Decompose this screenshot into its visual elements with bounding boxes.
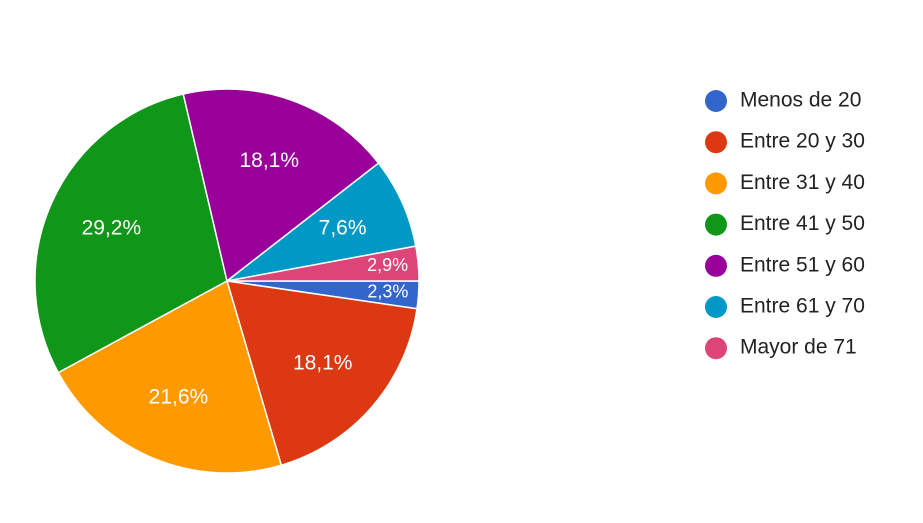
value-label: 21,6% <box>149 386 209 409</box>
legend-marker <box>705 131 727 154</box>
legend-label: Entre 61 y 70 <box>740 295 865 318</box>
legend-label: Mayor de 71 <box>740 336 857 359</box>
legend-label: Menos de 20 <box>740 89 861 112</box>
legend-marker <box>705 90 727 112</box>
legend-marker <box>705 296 727 318</box>
pie-slice <box>34 93 228 374</box>
legend-marker <box>705 172 727 195</box>
pie-slice <box>182 88 380 283</box>
pie-slice <box>226 245 420 282</box>
pie-slice <box>57 279 283 474</box>
legend-label: Entre 41 y 50 <box>740 212 865 235</box>
value-label: 2,9% <box>367 255 408 275</box>
legend-marker <box>705 213 727 236</box>
legend-marker <box>705 337 727 360</box>
legend-label: Entre 20 y 30 <box>740 130 865 153</box>
legend-label: Entre 51 y 60 <box>740 253 865 276</box>
value-label: 2,3% <box>367 281 408 301</box>
legend-label: Entre 31 y 40 <box>740 171 865 194</box>
value-label: 18,1% <box>239 149 299 172</box>
pie-slice <box>225 280 418 467</box>
legend-marker <box>705 254 727 277</box>
value-label: 18,1% <box>293 352 353 375</box>
value-label: 7,6% <box>319 217 367 240</box>
value-label: 29,2% <box>82 217 142 240</box>
